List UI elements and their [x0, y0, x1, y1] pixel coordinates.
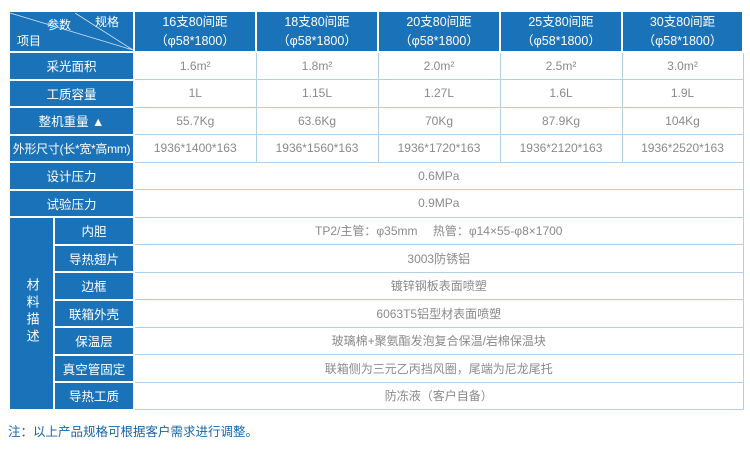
- spec-value: 2.5m²: [499, 51, 623, 80]
- column-header-line1: 18支80间距: [284, 14, 350, 29]
- row-label: 边框: [53, 271, 135, 301]
- product-spec-table: 参数 规格 项目 16支80间距 （φ58*1800） 18支80间距 （φ58…: [8, 10, 744, 411]
- row-label: 采光面积: [8, 51, 135, 81]
- table-row-test-pressure: 试验压力 0.9MPa: [8, 188, 744, 218]
- spec-value: 1.6m²: [133, 51, 257, 80]
- column-header-25: 25支80间距 （φ58*1800）: [499, 10, 623, 53]
- footer-note: 注：以上产品规格可根据客户需求进行调整。: [8, 425, 259, 439]
- spec-value: 104Kg: [621, 106, 744, 135]
- spec-value: 1936*2520*163: [621, 134, 744, 163]
- header-row: 参数 规格 项目 16支80间距 （φ58*1800） 18支80间距 （φ58…: [8, 10, 744, 53]
- column-header-line2: （φ58*1800）: [399, 33, 479, 48]
- material-value: 6063T5铝型材表面喷塑: [133, 299, 744, 328]
- corner-header-cell: 参数 规格 项目: [8, 10, 135, 53]
- table-row-insulation: 保温层 玻璃棉+聚氨酯发泡复合保温/岩棉保温块: [9, 326, 744, 356]
- spec-value: 1.27L: [377, 79, 501, 108]
- diagonal-divider-lines: [11, 13, 132, 50]
- row-label: 导热翅片: [53, 243, 135, 273]
- row-label: 保温层: [53, 326, 135, 356]
- spec-value: 1.6L: [499, 79, 623, 108]
- spec-value: 70Kg: [377, 106, 501, 135]
- table-row-aperture-area: 采光面积 1.6m² 1.8m² 2.0m² 2.5m² 3.0m²: [8, 51, 744, 81]
- pressure-value: 0.6MPa: [133, 161, 744, 190]
- spec-value: 1936*1560*163: [255, 134, 379, 163]
- material-value: 3003防锈铝: [133, 244, 744, 273]
- material-section-label-text: 材料描述: [24, 277, 40, 346]
- column-header-20: 20支80间距 （φ58*1800）: [377, 10, 501, 53]
- column-header-line2: （φ58*1800）: [155, 33, 235, 48]
- column-header-30: 30支80间距 （φ58*1800）: [621, 10, 744, 53]
- row-label: 内胆: [53, 216, 135, 246]
- table-row-heat-fluid: 导热工质 防冻液（客户自备）: [9, 381, 744, 411]
- row-label: 工质容量: [8, 78, 135, 108]
- column-header-line2: （φ58*1800）: [642, 33, 723, 48]
- row-label: 设计压力: [8, 161, 135, 191]
- spec-value: 55.7Kg: [133, 106, 257, 135]
- spec-table-container: 参数 规格 项目 16支80间距 （φ58*1800） 18支80间距 （φ58…: [8, 10, 744, 411]
- row-label: 外形尺寸(长*宽*高mm): [8, 133, 135, 163]
- spec-value: 1.9L: [621, 79, 744, 108]
- spec-value: 3.0m²: [621, 51, 744, 80]
- corner-label-spec: 规格: [95, 15, 120, 29]
- spec-value: 1L: [133, 79, 257, 108]
- material-value: 镀锌钢板表面喷塑: [133, 271, 744, 300]
- spec-value: 2.0m²: [377, 51, 501, 80]
- spec-value: 1936*1720*163: [377, 134, 501, 163]
- column-header-16: 16支80间距 （φ58*1800）: [133, 10, 257, 53]
- spec-value: 1.8m²: [255, 51, 379, 80]
- pressure-value: 0.9MPa: [133, 189, 744, 218]
- table-row-heat-fin: 导热翅片 3003防锈铝: [9, 243, 744, 273]
- column-header-line2: （φ58*1800）: [277, 33, 357, 48]
- table-row-dimensions: 外形尺寸(长*宽*高mm) 1936*1400*163 1936*1560*16…: [8, 133, 744, 163]
- table-row-fluid-capacity: 工质容量 1L 1.15L 1.27L 1.6L 1.9L: [8, 78, 744, 108]
- table-row-manifold-shell: 联箱外壳 6063T5铝型材表面喷塑: [9, 298, 744, 328]
- row-label: 联箱外壳: [53, 298, 135, 328]
- spec-value: 1.15L: [255, 79, 379, 108]
- column-header-line1: 20支80间距: [406, 14, 472, 29]
- column-header-line2: （φ58*1800）: [521, 33, 601, 48]
- table-row-frame: 边框 镀锌钢板表面喷塑: [9, 271, 744, 301]
- row-label: 整机重量 ▲: [8, 106, 135, 136]
- row-label: 真空管固定: [53, 353, 135, 383]
- spec-value: 63.6Kg: [255, 106, 379, 135]
- material-value: 玻璃棉+聚氨酯发泡复合保温/岩棉保温块: [133, 326, 744, 355]
- table-row-total-weight: 整机重量 ▲ 55.7Kg 63.6Kg 70Kg 87.9Kg 104Kg: [8, 106, 744, 136]
- table-row-tube-fixing: 真空管固定 联箱侧为三元乙丙挡风圈，尾端为尼龙尾托: [9, 353, 744, 383]
- material-section-label: 材料描述: [8, 216, 55, 411]
- column-header-line1: 30支80间距: [649, 14, 716, 29]
- table-row-inner-tank: 材料描述 内胆 TP2/主管：φ35mm 热管：φ14×55-φ8×1700: [8, 216, 744, 411]
- row-label: 导热工质: [53, 381, 135, 411]
- material-value: TP2/主管：φ35mm 热管：φ14×55-φ8×1700: [133, 216, 744, 245]
- table-row-design-pressure: 设计压力 0.6MPa: [8, 161, 744, 191]
- column-header-line1: 25支80间距: [528, 14, 594, 29]
- corner-label-parameter: 参数: [47, 18, 72, 32]
- column-header-line1: 16支80间距: [162, 14, 228, 29]
- spec-value: 1936*1400*163: [133, 134, 257, 163]
- corner-label-item: 项目: [17, 34, 42, 48]
- spec-value: 1936*2120*163: [499, 134, 623, 163]
- spec-value: 87.9Kg: [499, 106, 623, 135]
- column-header-18: 18支80间距 （φ58*1800）: [255, 10, 379, 53]
- material-value: 防冻液（客户自备）: [133, 381, 744, 410]
- row-label: 试验压力: [8, 188, 135, 218]
- material-value: 联箱侧为三元乙丙挡风圈，尾端为尼龙尾托: [133, 354, 744, 383]
